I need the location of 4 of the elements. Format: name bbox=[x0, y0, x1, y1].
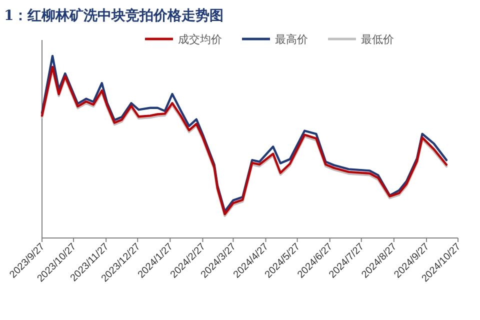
chart-title: 1：红柳林矿洗中块竞拍价格走势图 bbox=[4, 7, 224, 24]
legend-label: 最低价 bbox=[361, 33, 394, 46]
legend-label: 成交均价 bbox=[178, 33, 222, 46]
legend-label: 最高价 bbox=[275, 33, 308, 46]
